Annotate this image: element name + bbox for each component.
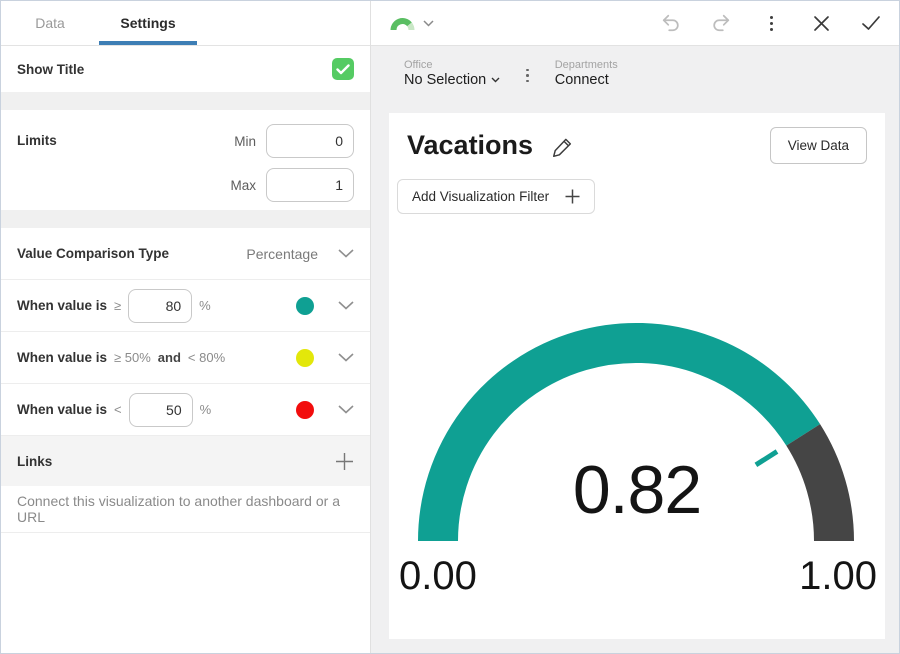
gauge-chart — [418, 322, 854, 542]
more-options-button[interactable] — [760, 12, 782, 34]
chevron-down-icon[interactable] — [338, 353, 354, 362]
comparison-type-dropdown[interactable]: Percentage — [246, 245, 318, 262]
filter-departments-label: Departments — [554, 59, 618, 71]
visualization-card: Vacations View Data Add Visualization Fi… — [389, 113, 885, 639]
cancel-button[interactable] — [810, 12, 832, 34]
vertical-ellipsis-icon — [769, 15, 773, 31]
settings-panel: Data Settings Show Title Limits Min Max — [1, 1, 371, 653]
rule-low-color-swatch[interactable] — [296, 400, 314, 419]
max-input[interactable] — [266, 168, 354, 202]
connect-hint-row: Connect this visualization to another da… — [1, 486, 370, 533]
apply-button[interactable] — [860, 12, 882, 34]
filter-office-label: Office — [404, 59, 433, 71]
view-data-button[interactable]: View Data — [769, 127, 867, 164]
redo-arrow-icon — [713, 14, 730, 32]
filter-separator-ellipsis-icon[interactable] — [526, 68, 529, 83]
gauge-arc-filled — [418, 322, 821, 542]
value-comparison-label: Value Comparison Type — [17, 246, 170, 261]
rule-row-high: When value is ≥ % — [1, 280, 370, 332]
rule-high-color-swatch[interactable] — [296, 296, 314, 315]
left-panel-filler — [1, 533, 370, 653]
edit-title-pencil-icon[interactable] — [551, 136, 574, 159]
rule-operator: ≥ — [114, 298, 122, 313]
redo-button[interactable] — [710, 12, 732, 34]
limits-label: Limits — [17, 133, 57, 148]
checkmark-icon — [862, 16, 880, 30]
add-visualization-filter-button[interactable]: Add Visualization Filter — [397, 179, 596, 214]
limits-section: Limits Min Max — [1, 110, 370, 210]
filter-office-value: No Selection — [404, 72, 487, 88]
rule-prefix: When value is — [17, 298, 108, 313]
chevron-down-icon[interactable] — [338, 405, 354, 414]
undo-arrow-icon — [662, 14, 679, 32]
rule-row-low: When value is < % — [1, 384, 370, 436]
rule-conjunction: and — [157, 350, 181, 365]
rule-high-threshold-input[interactable] — [128, 288, 193, 323]
chevron-down-icon — [423, 19, 434, 27]
gauge-value-label: 0.82 — [572, 452, 702, 528]
chevron-down-icon — [491, 77, 500, 83]
chevron-down-icon[interactable] — [338, 249, 354, 258]
rule-low-threshold-input[interactable] — [128, 392, 193, 427]
gauge-needle-tick — [754, 449, 779, 468]
filter-departments[interactable]: Departments Connect — [555, 59, 618, 88]
add-link-icon[interactable] — [335, 452, 354, 471]
filter-departments-value: Connect — [554, 72, 609, 88]
tab-settings[interactable]: Settings — [120, 15, 176, 31]
tab-data[interactable]: Data — [35, 15, 65, 31]
active-tab-indicator — [99, 41, 197, 45]
rule-prefix: When value is — [17, 350, 108, 365]
gauge-arc-rest — [786, 424, 854, 542]
rule-unit: % — [199, 402, 212, 417]
plus-icon — [565, 189, 580, 204]
show-title-row: Show Title — [1, 46, 370, 92]
add-filter-label: Add Visualization Filter — [412, 189, 550, 204]
widget-type-selector[interactable] — [389, 15, 434, 31]
links-label: Links — [17, 453, 53, 469]
max-label: Max — [230, 177, 256, 193]
gauge-max-label: 1.00 — [799, 554, 877, 598]
rule-operator: < — [114, 402, 122, 417]
rule-range-high: < 80% — [187, 350, 226, 365]
rule-range-low: ≥ 50% — [114, 350, 151, 365]
panel-tabbar: Data Settings — [1, 1, 370, 46]
rule-mid-color-swatch[interactable] — [296, 348, 314, 367]
gauge-min-label: 0.00 — [399, 554, 477, 598]
show-title-label: Show Title — [17, 61, 85, 77]
links-section-header: Links — [1, 436, 370, 486]
min-label: Min — [234, 133, 256, 149]
rule-unit: % — [199, 298, 211, 313]
connect-hint-text: Connect this visualization to another da… — [17, 493, 340, 525]
undo-button[interactable] — [660, 12, 682, 34]
value-comparison-row: Value Comparison Type Percentage — [1, 228, 370, 280]
min-input[interactable] — [266, 124, 354, 158]
check-icon — [336, 63, 350, 74]
widget-title: Vacations — [407, 130, 534, 160]
show-title-checkbox[interactable] — [332, 58, 354, 80]
rule-row-mid: When value is ≥ 50% and < 80% — [1, 332, 370, 384]
gauge-chart-icon — [390, 18, 415, 31]
dashboard-filter-bar: Office No Selection Departments Connect — [371, 46, 899, 100]
widget-editor-panel: Office No Selection Departments Connect … — [371, 1, 899, 653]
filter-office[interactable]: Office No Selection — [404, 59, 500, 88]
chevron-down-icon[interactable] — [338, 301, 354, 310]
rule-prefix: When value is — [17, 402, 108, 417]
x-icon — [813, 15, 829, 31]
editor-toolbar — [371, 1, 899, 46]
